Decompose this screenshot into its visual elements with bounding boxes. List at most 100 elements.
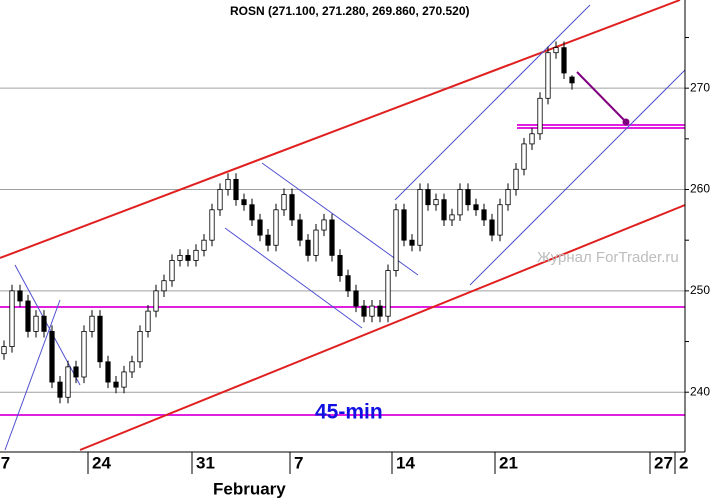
blue-channel — [469, 69, 686, 286]
candle-body — [305, 239, 311, 256]
candle-body — [321, 219, 327, 231]
candle-body — [521, 143, 527, 170]
candle-body — [497, 204, 503, 236]
candle-body — [49, 330, 55, 383]
candle-body — [537, 97, 543, 135]
candle-body — [265, 234, 271, 246]
candle-body — [369, 305, 375, 317]
candle-body — [377, 305, 383, 317]
candle-body — [161, 280, 167, 292]
candle-body — [241, 199, 247, 206]
y-tick-label: 260 — [690, 182, 710, 196]
candle-body — [529, 133, 535, 145]
candle-body — [353, 290, 359, 307]
x-tick-label: 27 — [654, 453, 673, 472]
axes: 240 250 260 270 7 24 31 7 14 21 27 2 — [1, 36, 710, 474]
channel-top — [0, 0, 681, 259]
y-tick-label: 250 — [690, 283, 710, 297]
forecast-arrow — [576, 71, 627, 123]
candle-body — [201, 239, 207, 251]
candle-body — [233, 178, 239, 201]
candle-body — [297, 219, 303, 241]
x-tick-label: 24 — [92, 453, 111, 472]
candle-body — [137, 330, 143, 363]
candle-body — [569, 76, 575, 84]
candle-body — [481, 209, 487, 221]
x-tick-label: 2 — [679, 453, 688, 472]
candles — [1, 41, 575, 404]
candle-body — [177, 254, 183, 261]
blue-channel — [261, 162, 419, 276]
chart-title: ROSN (271.100, 271.280, 269.860, 270.520… — [230, 4, 470, 18]
candle-body — [193, 249, 199, 261]
candle-body — [329, 219, 335, 256]
candle-body — [25, 300, 31, 332]
candle-body — [289, 194, 295, 221]
candle-body — [89, 315, 95, 332]
grid — [0, 87, 685, 393]
blue-channel — [394, 4, 591, 201]
candle-body — [217, 189, 223, 211]
candle-body — [281, 194, 287, 211]
candle-body — [9, 290, 15, 348]
candle-body — [113, 381, 119, 388]
candle-body — [393, 209, 399, 271]
candle-body — [441, 199, 447, 221]
candle-body — [169, 260, 175, 282]
blue-channel — [224, 227, 363, 329]
candle-body — [313, 229, 319, 256]
candle-body — [425, 189, 431, 206]
candle-body — [345, 275, 351, 292]
watermark: Журнал ForTrader.ru — [537, 249, 679, 266]
candle-body — [257, 219, 263, 236]
candle-body — [489, 219, 495, 236]
candle-body — [457, 189, 463, 216]
candle-body — [417, 189, 423, 246]
x-tick-label: 21 — [499, 453, 518, 472]
candle-body — [473, 204, 479, 211]
candle-body — [401, 209, 407, 241]
candle-body — [433, 199, 439, 206]
candle-body — [41, 315, 47, 332]
x-tick-label: 31 — [196, 453, 215, 472]
candle-body — [409, 239, 415, 246]
candle-body — [33, 315, 39, 332]
timeframe-label: 45-min — [315, 401, 383, 424]
candle-body — [185, 254, 191, 261]
candle-body — [385, 270, 391, 317]
candle-body — [65, 366, 71, 398]
candle-body — [121, 371, 127, 388]
candle-body — [545, 52, 551, 99]
candle-body — [225, 178, 231, 190]
candle-body — [337, 254, 343, 277]
candle-body — [273, 209, 279, 246]
candle-body — [361, 305, 367, 317]
blue-channel — [4, 299, 61, 451]
candle-body — [561, 47, 567, 74]
candle-body — [513, 168, 519, 190]
candle-body — [249, 204, 255, 221]
forecast-point — [622, 118, 630, 126]
candle-body — [105, 361, 111, 383]
candle-body — [81, 330, 87, 378]
candle-body — [505, 189, 511, 206]
candle-body — [465, 189, 471, 206]
y-tick-label: 270 — [690, 80, 710, 94]
candle-body — [449, 214, 455, 221]
candle-body — [17, 290, 23, 302]
x-tick-label: 7 — [294, 453, 303, 472]
candle-body — [1, 346, 7, 355]
candle-body — [145, 310, 151, 332]
x-tick-label: 7 — [1, 453, 10, 472]
candle-body — [209, 209, 215, 241]
trend-lines — [0, 0, 686, 451]
channel-bottom — [79, 204, 686, 451]
y-tick-label: 240 — [690, 384, 710, 398]
candle-body — [129, 361, 135, 373]
month-label: February — [213, 479, 286, 498]
candle-body — [153, 290, 159, 312]
candle-body — [57, 381, 63, 398]
x-tick-label: 14 — [396, 453, 415, 472]
